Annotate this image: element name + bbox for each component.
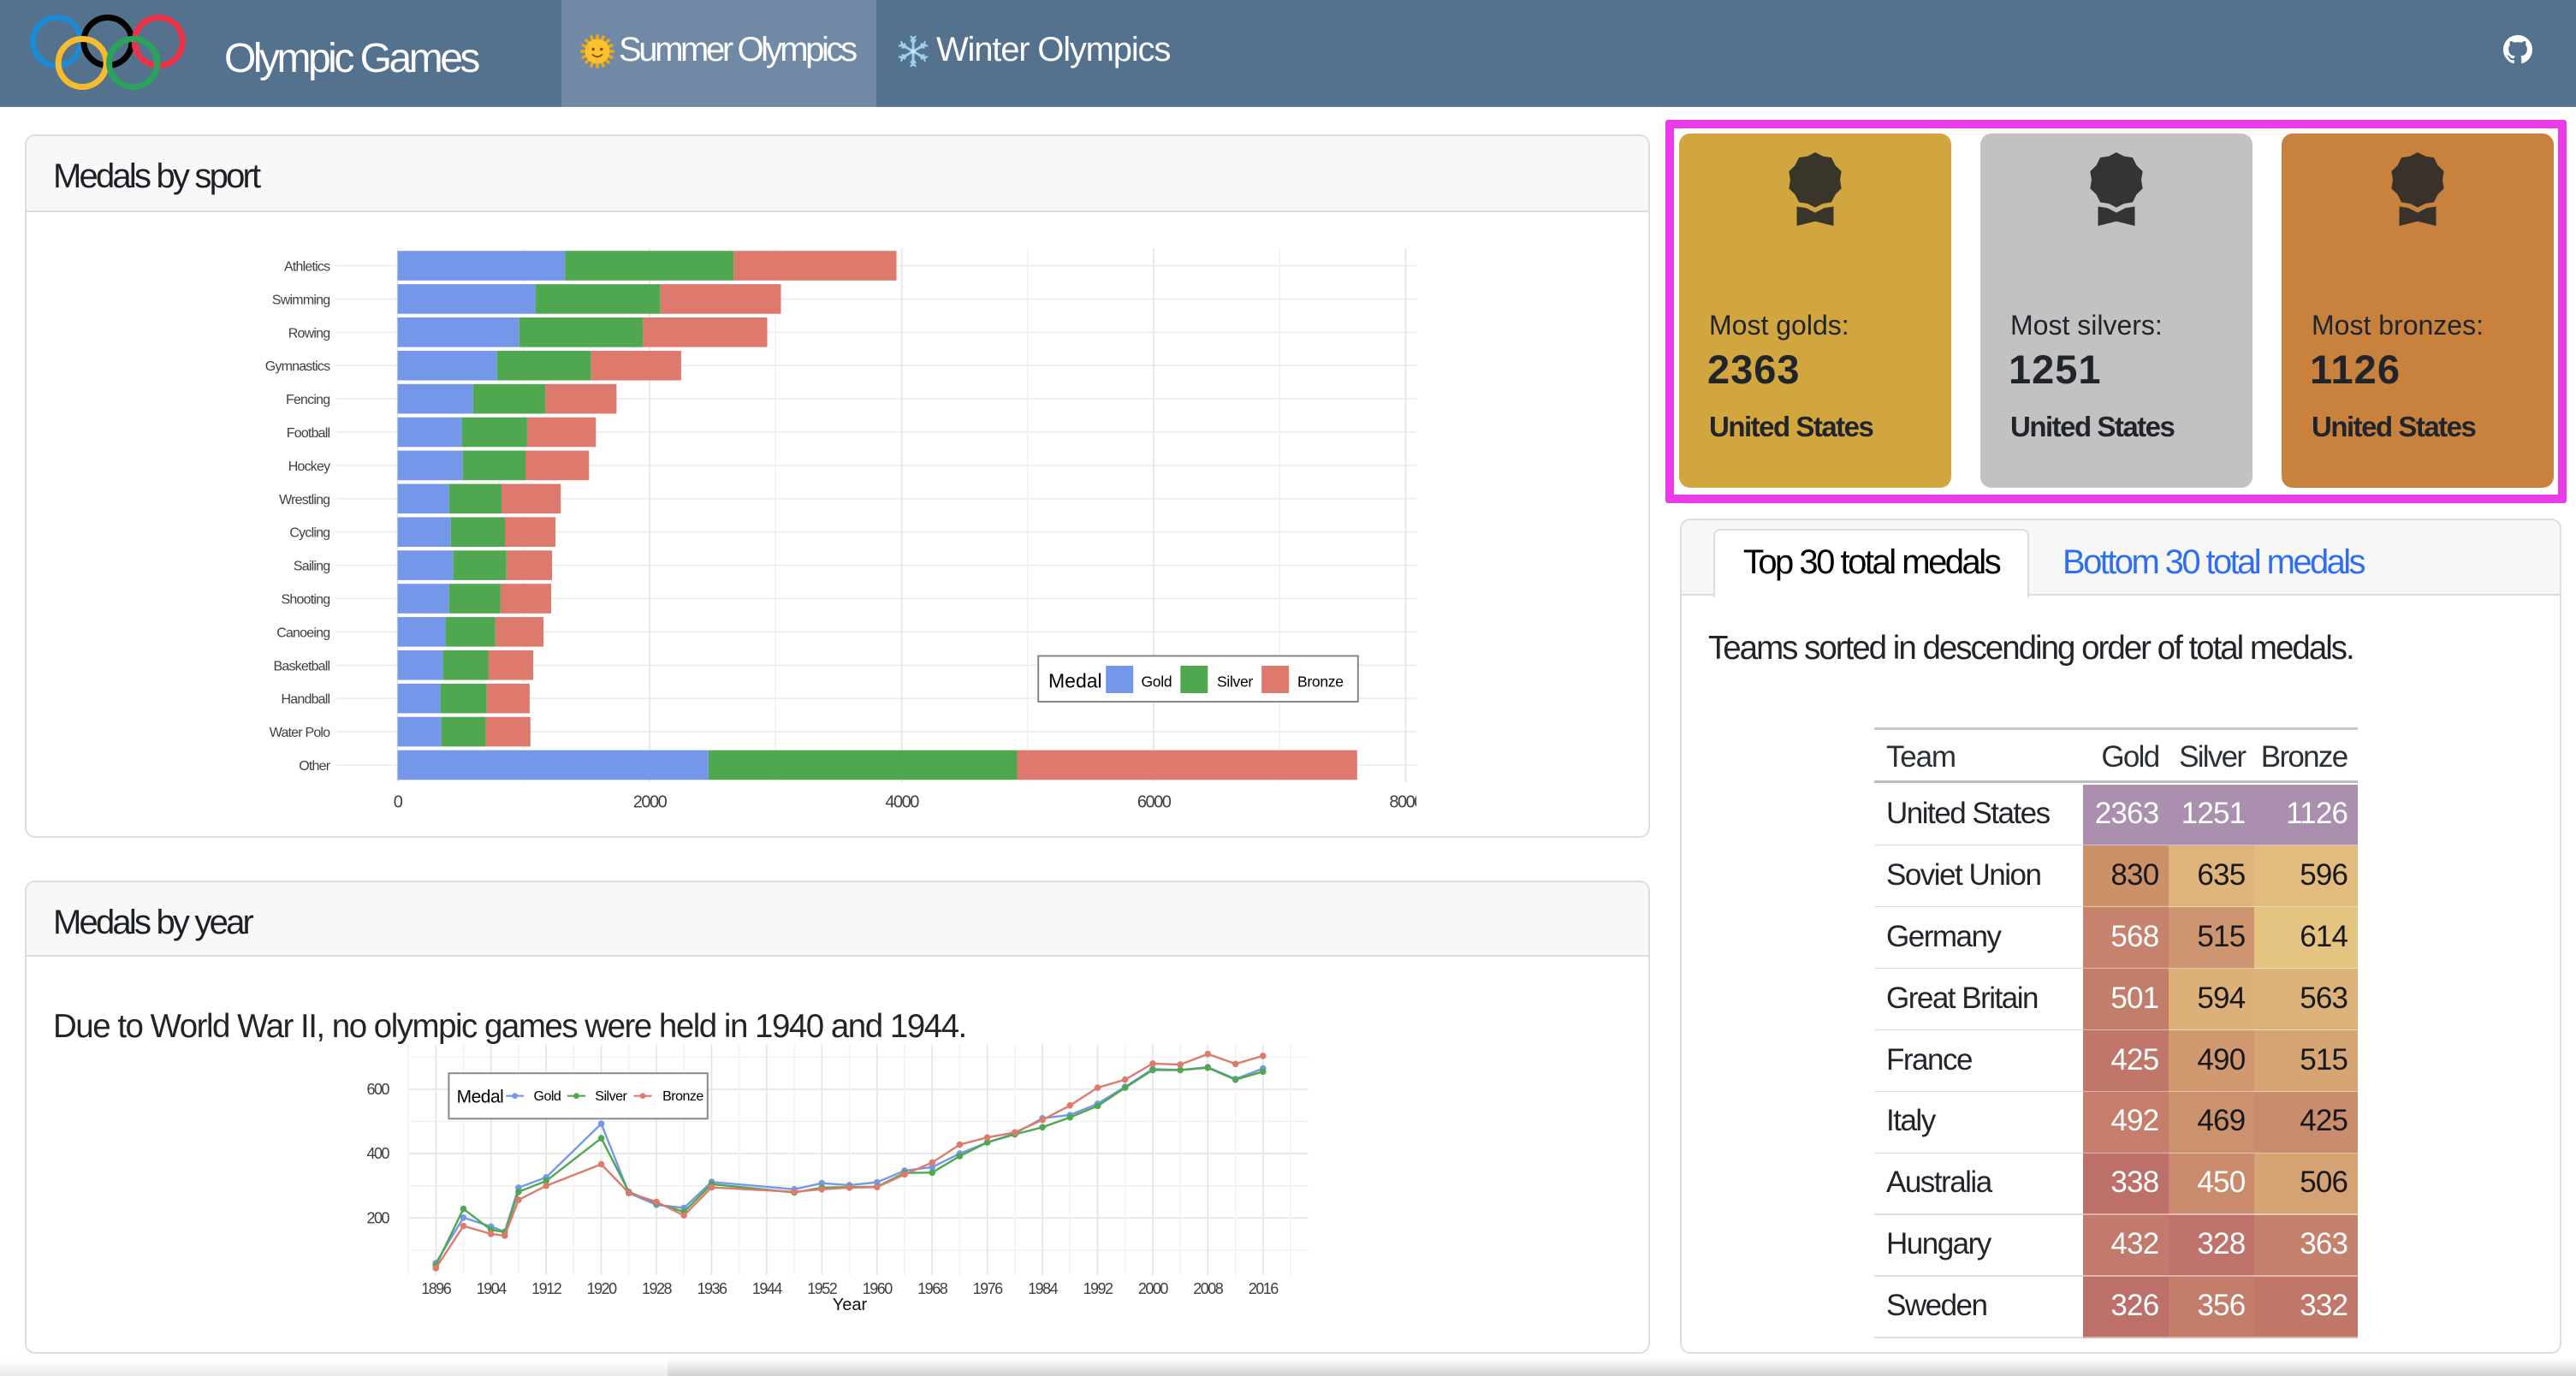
svg-text:Gymnastics: Gymnastics: [265, 359, 330, 374]
svg-text:400: 400: [366, 1145, 389, 1162]
svg-text:Handball: Handball: [282, 692, 330, 707]
svg-text:1968: 1968: [917, 1280, 948, 1297]
svg-text:2000: 2000: [1138, 1280, 1169, 1297]
svg-text:Canoeing: Canoeing: [276, 626, 329, 640]
svg-text:Wrestling: Wrestling: [279, 493, 329, 507]
svg-text:Rowing: Rowing: [288, 326, 330, 341]
svg-text:1976: 1976: [973, 1280, 1004, 1297]
svg-text:Water Polo: Water Polo: [270, 726, 330, 740]
svg-text:2008: 2008: [1193, 1280, 1224, 1297]
svg-text:Bronze: Bronze: [662, 1089, 703, 1104]
svg-text:Other: Other: [299, 759, 330, 774]
svg-text:Athletics: Athletics: [284, 260, 330, 275]
svg-text:6000: 6000: [1137, 792, 1172, 811]
svg-text:1952: 1952: [807, 1280, 838, 1297]
svg-text:Silver: Silver: [1217, 673, 1253, 690]
svg-text:Silver: Silver: [595, 1089, 627, 1104]
svg-text:1936: 1936: [697, 1280, 727, 1297]
svg-text:1912: 1912: [531, 1280, 562, 1297]
svg-text:600: 600: [366, 1081, 389, 1098]
svg-text:4000: 4000: [885, 792, 919, 811]
svg-text:Shooting: Shooting: [282, 593, 330, 608]
svg-text:Swimming: Swimming: [272, 293, 329, 307]
svg-text:Hockey: Hockey: [288, 460, 330, 474]
svg-text:8000: 8000: [1389, 792, 1416, 811]
svg-text:2000: 2000: [633, 792, 668, 811]
svg-text:Gold: Gold: [534, 1089, 561, 1104]
svg-text:Year: Year: [833, 1296, 868, 1314]
svg-text:0: 0: [394, 792, 403, 811]
svg-text:1984: 1984: [1028, 1280, 1059, 1297]
svg-text:Football: Football: [287, 426, 330, 441]
svg-text:2016: 2016: [1249, 1280, 1279, 1297]
svg-text:1992: 1992: [1083, 1280, 1113, 1297]
svg-text:1904: 1904: [477, 1280, 507, 1297]
svg-text:1920: 1920: [587, 1280, 618, 1297]
svg-text:Sailing: Sailing: [294, 560, 329, 574]
svg-text:Cycling: Cycling: [289, 526, 329, 541]
svg-text:Basketball: Basketball: [273, 659, 329, 673]
svg-text:Bronze: Bronze: [1297, 673, 1344, 690]
svg-text:Gold: Gold: [1142, 673, 1172, 690]
svg-text:1928: 1928: [642, 1280, 673, 1297]
svg-text:Fencing: Fencing: [286, 393, 329, 407]
svg-text:200: 200: [366, 1209, 389, 1226]
svg-text:1896: 1896: [421, 1280, 452, 1297]
svg-text:1944: 1944: [752, 1280, 783, 1297]
svg-text:Medal: Medal: [457, 1088, 504, 1107]
svg-text:1960: 1960: [863, 1280, 893, 1297]
svg-text:Medal: Medal: [1048, 669, 1102, 691]
